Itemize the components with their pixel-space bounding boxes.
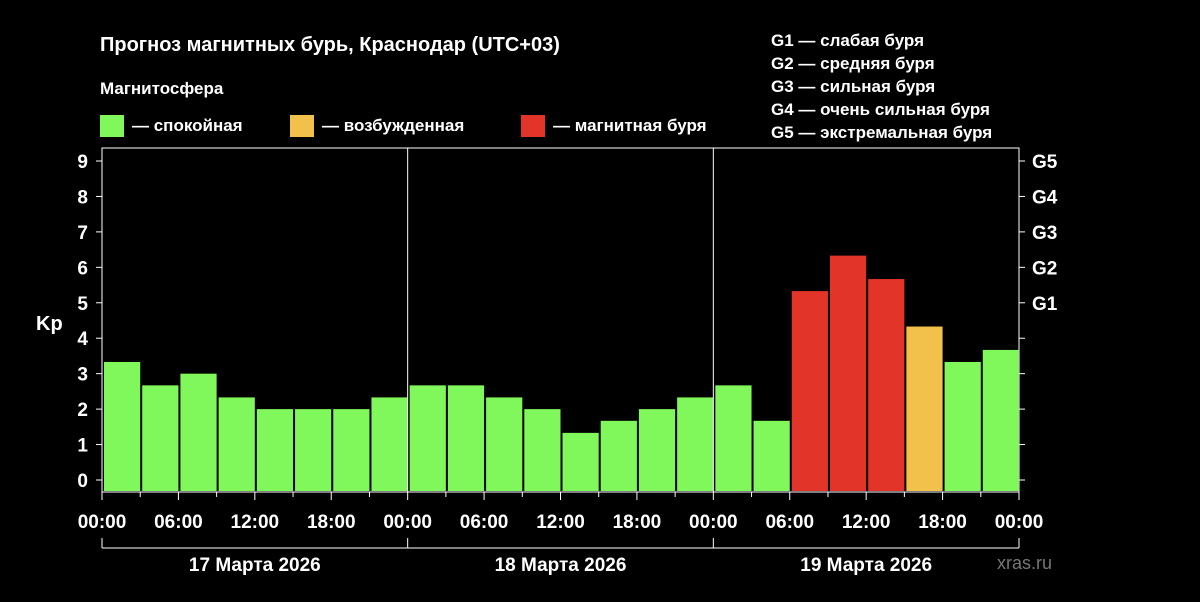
legend-swatch-storm xyxy=(521,115,545,137)
y-tick-label: 1 xyxy=(77,436,88,457)
kp-bar xyxy=(447,385,485,491)
x-tick-label: 00:00 xyxy=(383,512,432,533)
x-tick-label: 00:00 xyxy=(995,512,1044,533)
y-tick-label: 0 xyxy=(77,471,88,492)
x-tick-label: 12:00 xyxy=(842,512,891,533)
g-scale-item-g2: G2 — средняя буря xyxy=(771,54,935,73)
kp-bar xyxy=(486,397,523,491)
kp-bar xyxy=(256,409,294,491)
kp-bar xyxy=(829,255,867,491)
kp-bar xyxy=(104,361,141,491)
kp-bar xyxy=(982,349,1019,491)
y-tick-label: 9 xyxy=(77,152,88,173)
kp-bar xyxy=(791,291,828,491)
kp-bar xyxy=(944,361,981,491)
y-tick-label: 3 xyxy=(77,365,88,386)
y-tick-label: 2 xyxy=(77,400,88,421)
x-tick-label: 00:00 xyxy=(78,512,127,533)
y-tick-label: 5 xyxy=(77,294,88,315)
day-label: 19 Марта 2026 xyxy=(800,555,932,576)
legend-label-storm: — магнитная буря xyxy=(553,116,707,135)
legend-item-active: — возбужденная xyxy=(290,114,464,138)
kp-bar xyxy=(180,373,217,491)
g-scale-legend: G1 — слабая буря G2 — средняя буря G3 — … xyxy=(771,29,992,144)
kp-bar xyxy=(562,432,599,491)
g-axis-label: G4 xyxy=(1032,187,1058,208)
g-scale-item-g4: G4 — очень сильная буря xyxy=(771,100,990,119)
legend-label-active: — возбужденная xyxy=(322,116,465,135)
legend-swatch-active xyxy=(290,115,314,137)
legend-swatch-quiet xyxy=(100,115,124,137)
g-scale-item-g5: G5 — экстремальная буря xyxy=(771,123,993,142)
x-tick-label: 06:00 xyxy=(154,512,203,533)
x-tick-label: 18:00 xyxy=(613,512,662,533)
kp-bar xyxy=(868,279,905,491)
g-axis-label: G5 xyxy=(1032,152,1058,173)
day-label: 17 Марта 2026 xyxy=(189,555,321,576)
x-tick-label: 12:00 xyxy=(536,512,585,533)
y-tick-label: 7 xyxy=(77,223,88,244)
y-tick-label: 6 xyxy=(77,258,88,279)
g-axis-label: G3 xyxy=(1032,223,1057,244)
y-tick-label: 8 xyxy=(77,187,88,208)
legend-label-quiet: — спокойная xyxy=(132,116,243,135)
x-tick-label: 18:00 xyxy=(918,512,967,533)
kp-bar xyxy=(218,397,255,491)
magnetosphere-heading: Магнитосфера xyxy=(100,79,224,98)
x-tick-label: 00:00 xyxy=(689,512,738,533)
g-axis-label: G2 xyxy=(1032,258,1057,279)
kp-bar xyxy=(295,409,332,491)
x-tick-label: 06:00 xyxy=(460,512,509,533)
kp-bar xyxy=(142,385,179,491)
kp-bar xyxy=(371,397,408,491)
x-tick-label: 06:00 xyxy=(765,512,814,533)
kp-bar xyxy=(638,409,676,491)
g-scale-item-g1: G1 — слабая буря xyxy=(771,31,925,50)
g-axis-label: G1 xyxy=(1032,294,1058,315)
kp-bar xyxy=(600,420,637,491)
kp-bar xyxy=(333,409,370,491)
y-tick-label: 4 xyxy=(77,329,88,350)
kp-bar xyxy=(409,385,446,491)
chart-title: Прогноз магнитных бурь, Краснодар (UTC+0… xyxy=(100,34,560,56)
y-axis-label: Kp xyxy=(36,313,63,335)
kp-bar xyxy=(524,409,561,491)
legend-item-quiet: — спокойная xyxy=(100,114,243,138)
kp-bar xyxy=(906,326,943,491)
x-tick-label: 12:00 xyxy=(231,512,280,533)
watermark: xras.ru xyxy=(997,553,1053,573)
kp-bar xyxy=(753,420,790,491)
g-scale-item-g3: G3 — сильная буря xyxy=(771,77,936,96)
x-tick-label: 18:00 xyxy=(307,512,356,533)
legend-item-storm: — магнитная буря xyxy=(521,114,707,138)
day-label: 18 Марта 2026 xyxy=(495,555,627,576)
kp-bar xyxy=(715,385,752,491)
kp-bar xyxy=(677,397,714,491)
